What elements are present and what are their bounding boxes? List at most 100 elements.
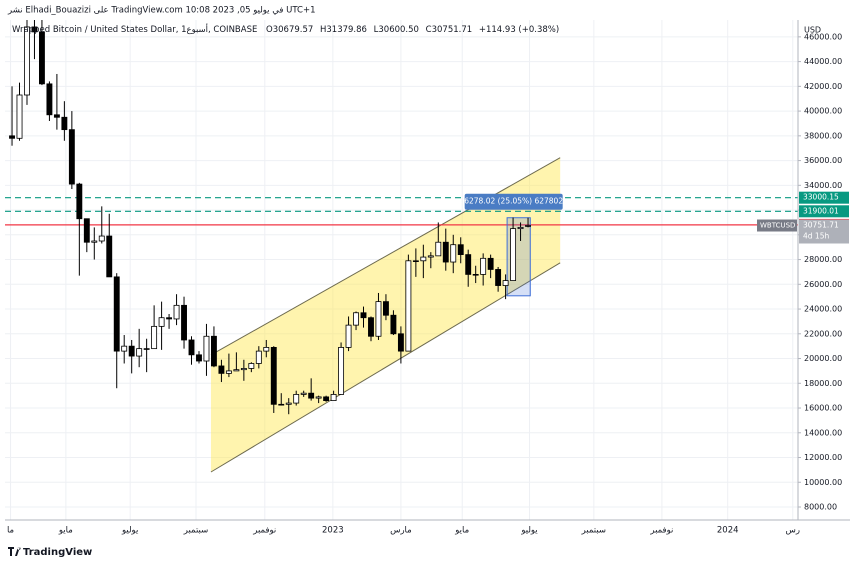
x-tick-label: يوليو <box>121 526 139 536</box>
candle-body <box>91 240 98 243</box>
x-tick-label: نوفمبر <box>649 526 673 536</box>
candle-body <box>255 350 262 364</box>
y-tick-label: 20000.00 <box>804 354 842 363</box>
candle-body <box>368 317 374 337</box>
y-tick-label: 42000.00 <box>804 82 842 91</box>
candle-body <box>143 348 150 350</box>
y-tick-label: 36000.00 <box>804 156 842 165</box>
candle-body <box>330 394 337 402</box>
candle-body <box>435 241 442 257</box>
candle-body <box>525 225 531 227</box>
price-change: +114.93 (+0.38%) <box>479 25 559 35</box>
line-price-label: 31900.01 <box>803 206 839 215</box>
candle-body <box>240 368 247 371</box>
brand-name: TradingView <box>23 547 92 558</box>
channel-line <box>210 157 561 356</box>
x-tick-label: مارس <box>390 526 412 536</box>
y-tick-label: 44000.00 <box>804 57 842 66</box>
line-price-label-box <box>799 205 849 218</box>
candle-body <box>510 228 517 281</box>
candle-body <box>442 241 449 263</box>
candle-body <box>76 183 83 220</box>
x-tick-label: مايو <box>58 526 73 536</box>
candle-body <box>39 31 45 85</box>
y-tick-label: 40000.00 <box>804 107 842 116</box>
currency: USD <box>804 26 821 35</box>
candle-body <box>83 218 90 243</box>
candle-body <box>196 354 202 362</box>
x-tick-label: سبتمبر <box>581 526 606 536</box>
y-tick-label: 12000.00 <box>804 453 842 462</box>
candle-body <box>427 255 434 258</box>
measure-label-box <box>464 193 563 210</box>
candle-body <box>472 274 479 276</box>
y-tick-label: 46000.00 <box>804 32 842 41</box>
candle-body <box>315 396 322 399</box>
x-tick-label: ما <box>7 526 14 536</box>
last-price-box <box>799 219 849 244</box>
candle-body <box>495 269 502 286</box>
candle-body <box>233 369 240 372</box>
candle-body <box>61 116 68 131</box>
y-tick-label: 22000.00 <box>804 329 842 338</box>
candle-body <box>31 26 38 33</box>
line-price-label: 33000.15 <box>803 193 839 202</box>
y-tick-label: 38000.00 <box>804 131 842 140</box>
ohlc-low: L30600.50 <box>374 25 419 35</box>
candle-body <box>293 394 300 404</box>
y-tick-label: 14000.00 <box>804 428 842 437</box>
ohlc-high: H31379.86 <box>320 25 367 35</box>
grid <box>5 20 798 520</box>
ohlc-open: O30679.57 <box>266 25 313 35</box>
x-tick-label: نوفمبر <box>252 526 276 536</box>
measure-label: 6278.02 (25.05%) 627802 <box>464 197 563 206</box>
candle-body <box>457 244 464 256</box>
ohlc-close: C30751.71 <box>426 25 473 35</box>
candle-body <box>480 257 487 275</box>
candle-body <box>181 304 187 341</box>
candle-body <box>188 339 195 356</box>
plot-area <box>5 20 798 473</box>
candle-body <box>323 396 330 402</box>
candle-body <box>450 244 457 263</box>
candle-body <box>375 301 382 337</box>
candle-body <box>211 335 217 367</box>
candle-body <box>225 370 232 374</box>
y-tick-label: 16000.00 <box>804 404 842 413</box>
candle-body <box>405 260 412 352</box>
candle-body <box>502 280 509 286</box>
channel-line <box>210 262 561 473</box>
candle-body <box>487 257 494 270</box>
candle-body <box>285 402 292 405</box>
y-tick-label: 10000.00 <box>804 478 842 487</box>
candle-body <box>218 365 225 374</box>
symbol-label-box <box>757 219 797 232</box>
candle-body <box>300 392 307 395</box>
x-tick-label: 2024 <box>717 526 739 536</box>
candle-body <box>98 235 105 242</box>
candle-body <box>420 256 427 262</box>
published-note: نشر Elhadi_Bouazizi على TradingView.com … <box>7 6 315 16</box>
candle-body <box>345 324 352 348</box>
y-tick-label: 8000.00 <box>804 503 837 512</box>
candle-body <box>412 260 419 262</box>
y-tick-label: 28000.00 <box>804 255 842 264</box>
candle-body <box>24 26 30 96</box>
candle-body <box>173 304 180 320</box>
candle-body <box>53 114 60 118</box>
candle-body <box>465 254 472 275</box>
candle-body <box>9 135 15 139</box>
y-tick-label: 26000.00 <box>804 280 842 289</box>
candle-body <box>68 129 75 185</box>
candle-body <box>360 312 367 319</box>
brand-logo: TradingView <box>8 547 92 558</box>
candle-body <box>338 347 345 395</box>
candle-body <box>383 301 389 316</box>
candle-body <box>136 348 143 357</box>
y-tick-label: 18000.00 <box>804 379 842 388</box>
candle-body <box>106 235 113 278</box>
line-price-label-box <box>799 191 849 204</box>
x-tick-label: يوليو <box>520 526 538 536</box>
